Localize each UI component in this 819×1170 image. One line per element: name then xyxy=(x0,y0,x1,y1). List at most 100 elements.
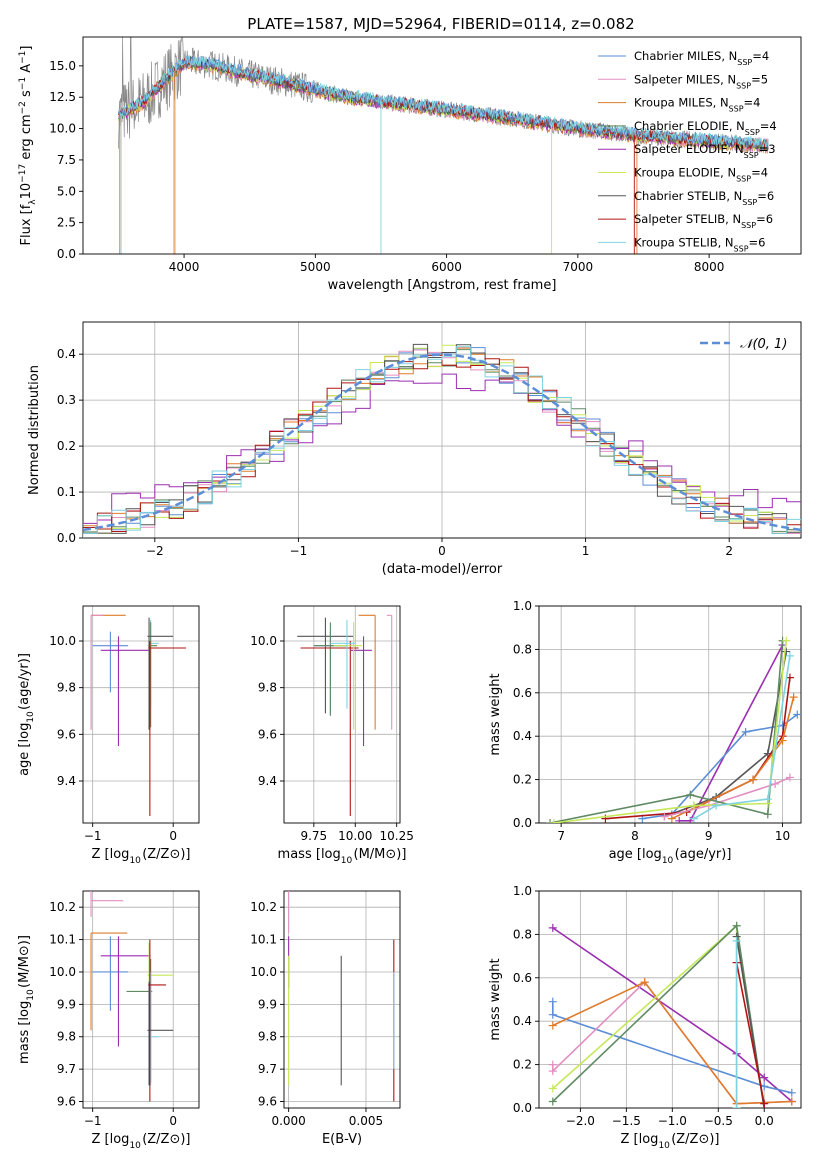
point-marker-blue xyxy=(793,710,801,719)
x-tick-label: −2 xyxy=(146,544,164,558)
legend-entry: Salpeter MILES, NSSP=5 xyxy=(634,72,768,90)
y-tick-label: 0.0 xyxy=(57,531,76,545)
model-spectrum-cyan xyxy=(118,55,769,149)
x-tick-label: 6000 xyxy=(431,260,462,274)
series-line-yellowgreen xyxy=(553,640,787,823)
x-tick-label: 9.75 xyxy=(300,829,327,843)
x-axis-label: wavelength [Angstrom, rest frame] xyxy=(328,278,557,293)
point-marker-pink xyxy=(660,812,669,821)
point-marker-pink xyxy=(548,1067,557,1076)
y-tick-label: 0.0 xyxy=(513,1101,532,1115)
point-marker-purple xyxy=(675,816,684,823)
series-line-gray xyxy=(664,651,787,818)
point-marker-yellowgreen xyxy=(689,801,698,810)
y-tick-label: 9.6 xyxy=(258,727,277,741)
x-tick-label: 10.25 xyxy=(380,829,414,843)
y-axis-label: mass [log10 (M/M⊙)] xyxy=(17,935,36,1064)
point-marker-blue xyxy=(787,1088,796,1097)
errorbars-age-vs-mass xyxy=(297,614,393,816)
x-tick-label: −1.0 xyxy=(658,1114,687,1128)
point-marker-green xyxy=(546,819,555,823)
legend-entry: Kroupa STELIB, NSSP=6 xyxy=(634,235,765,253)
y-tick-label: 9.8 xyxy=(57,681,76,695)
y-tick-label: 10.0 xyxy=(250,634,277,648)
y-axis-label: Flux [fλ10−17 erg cm−2 s−1 A−1] xyxy=(18,46,38,246)
x-tick-label: 0 xyxy=(169,1114,177,1128)
point-marker-cyan xyxy=(763,795,772,804)
x-axis-label: Z [log10 (Z/Z⊙)] xyxy=(91,1132,190,1151)
point-marker-blue xyxy=(741,727,750,736)
point-marker-yellowgreen xyxy=(549,819,558,823)
point-marker-pink xyxy=(785,773,794,782)
y-axis-label: Normed distribution xyxy=(27,365,42,495)
point-marker-gray xyxy=(782,647,791,656)
point-marker-yellowgreen xyxy=(548,1084,557,1093)
point-marker-green xyxy=(548,1097,557,1106)
point-marker-orange xyxy=(640,978,649,987)
y-tick-label: 2.5 xyxy=(57,216,76,230)
x-tick-label: 7 xyxy=(557,829,565,843)
y-tick-label: 10.1 xyxy=(49,933,76,947)
plot-frame xyxy=(283,605,401,824)
x-tick-label: 2 xyxy=(725,544,733,558)
plot-frame xyxy=(538,890,802,1109)
axes-residuals: −2 −1 0 1 2 0.0 0.1 0.2 0.3 0.4 (data-model)/error… xyxy=(27,321,802,577)
plot-frame xyxy=(82,890,200,1109)
x-tick-label: −1 xyxy=(84,1114,102,1128)
series-line-green xyxy=(552,924,765,1108)
series-line-pink xyxy=(664,776,791,818)
point-marker-orange xyxy=(667,814,676,823)
series-line-red xyxy=(735,962,765,1104)
x-tick-label: 8000 xyxy=(694,260,725,274)
x-tick-label: 0 xyxy=(169,829,177,843)
point-marker-orange xyxy=(548,1021,557,1030)
x-tick-label: 10.00 xyxy=(338,829,372,843)
point-marker-orange xyxy=(749,775,758,784)
point-marker-green xyxy=(732,921,741,930)
x-tick-label: −2.0 xyxy=(566,1114,595,1128)
x-tick-label: 1 xyxy=(582,544,590,558)
y-tick-label: 0.6 xyxy=(513,686,532,700)
y-tick-label: 9.8 xyxy=(258,1030,277,1044)
y-tick-label: 0.2 xyxy=(513,773,532,787)
y-axis-label: mass weight xyxy=(488,673,503,755)
point-marker-purple xyxy=(548,923,557,932)
x-tick-label: 0.0 xyxy=(755,1114,774,1128)
y-tick-label: 10.0 xyxy=(49,122,76,136)
y-tick-label: 1.0 xyxy=(513,599,532,613)
y-tick-label: 9.4 xyxy=(57,774,76,788)
histograms xyxy=(83,343,801,538)
x-axis-label: (data-model)/error xyxy=(382,562,503,577)
y-tick-label: 0.3 xyxy=(57,393,76,407)
x-tick-label: 10 xyxy=(775,829,790,843)
y-tick-label: 10.0 xyxy=(49,965,76,979)
spectrum-lines xyxy=(118,37,769,254)
legend: Chabrier MILES, NSSP=4 Salpeter MILES, NS… xyxy=(598,49,777,253)
point-marker-orange xyxy=(789,693,798,702)
legend-entry: 𝒩(0, 1) xyxy=(740,337,787,352)
point-marker-cyan xyxy=(732,936,741,945)
y-tick-label: 10.0 xyxy=(49,634,76,648)
plot-frame xyxy=(283,890,401,1109)
y-tick-label: 0.4 xyxy=(513,1014,532,1028)
x-tick-label: −1 xyxy=(84,829,102,843)
point-marker-purple xyxy=(686,816,695,823)
y-tick-label: 0.2 xyxy=(513,1058,532,1072)
y-tick-label: 9.7 xyxy=(57,1062,76,1076)
y-tick-label: 9.8 xyxy=(258,681,277,695)
series-line-blue xyxy=(642,713,798,820)
gaussian-curve xyxy=(83,353,801,532)
y-tick-label: 5.0 xyxy=(57,184,76,198)
legend-entry: Chabrier MILES, NSSP=4 xyxy=(634,49,769,67)
lines-massweight-vs-age xyxy=(546,636,801,823)
x-tick-label: −0.5 xyxy=(704,1114,733,1128)
axes-mass-vs-EBV: 0.000 0.005 9.6 9.7 9.8 9.9 10.0 10.1 10.2 E(B-V) xyxy=(250,890,401,1147)
point-marker-green xyxy=(763,810,772,819)
axes-spectrum: 4000 5000 6000 7000 8000 0.0 2.5 5.0 7.5 10.0 12.5… xyxy=(49,36,802,293)
x-tick-label: −1.5 xyxy=(612,1114,641,1128)
histogram-purple xyxy=(83,373,801,538)
series-line-purple xyxy=(679,644,784,822)
y-tick-label: 15.0 xyxy=(49,59,76,73)
x-axis-label: E(B-V) xyxy=(322,1132,362,1147)
